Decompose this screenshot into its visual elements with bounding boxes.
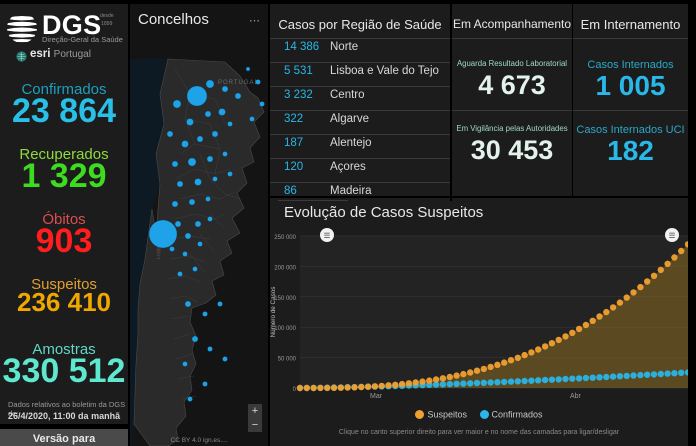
svg-text:0: 0 <box>293 387 297 393</box>
svg-text:200 000: 200 000 <box>274 265 296 271</box>
svg-text:250 000: 250 000 <box>274 235 296 241</box>
svg-text:Número de Casos: Número de Casos <box>270 287 277 338</box>
svg-text:☰: ☰ <box>669 231 676 240</box>
svg-text:Abr: Abr <box>570 393 582 400</box>
svg-text:Mar: Mar <box>370 393 383 400</box>
svg-text:150 000: 150 000 <box>274 296 296 302</box>
svg-text:50 000: 50 000 <box>278 357 297 363</box>
svg-text:☰: ☰ <box>324 231 331 240</box>
svg-text:100 000: 100 000 <box>274 326 296 332</box>
svg-text:PORTUGAL: PORTUGAL <box>218 80 259 86</box>
